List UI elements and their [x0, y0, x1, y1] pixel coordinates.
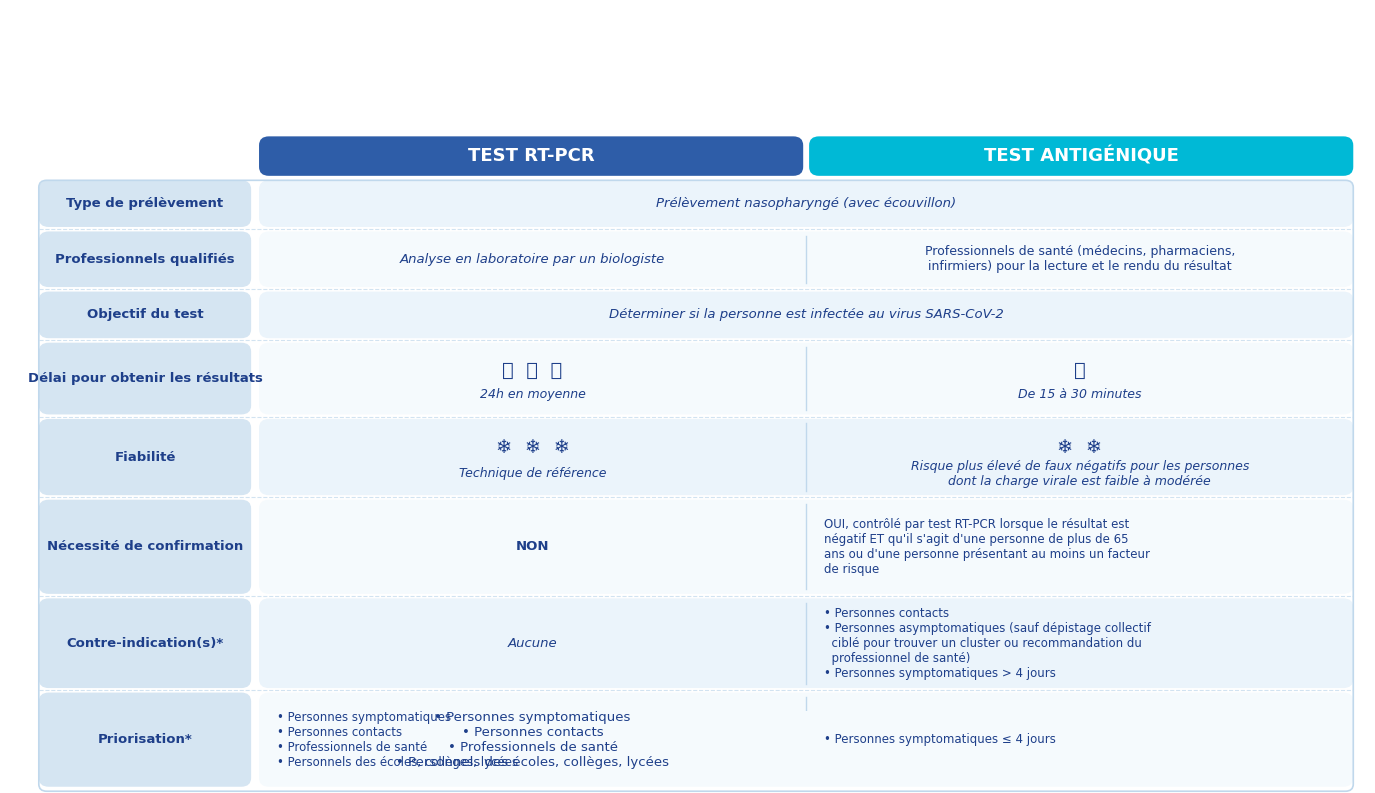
Text: • Personnes symptomatiques
• Personnes contacts
• Professionnels de santé
• Pers: • Personnes symptomatiques • Personnes c… — [396, 711, 670, 768]
Text: Aucune: Aucune — [507, 637, 557, 649]
FancyBboxPatch shape — [38, 500, 252, 594]
Text: Déterminer si la personne est infectée au virus SARS-CoV-2: Déterminer si la personne est infectée a… — [609, 308, 1004, 321]
Text: OUI, contrôlé par test RT-PCR lorsque le résultat est
négatif ET qu'il s'agit d': OUI, contrôlé par test RT-PCR lorsque le… — [824, 518, 1150, 576]
Text: ⏱  ⏱  ⏱: ⏱ ⏱ ⏱ — [502, 361, 562, 380]
Text: • Personnes symptomatiques ≤ 4 jours: • Personnes symptomatiques ≤ 4 jours — [824, 734, 1056, 746]
Text: ❄  ❄: ❄ ❄ — [1057, 439, 1103, 458]
Text: Prélèvement nasopharyngé (avec écouvillon): Prélèvement nasopharyngé (avec écouvillo… — [656, 197, 956, 210]
FancyBboxPatch shape — [258, 136, 803, 176]
FancyBboxPatch shape — [38, 419, 252, 495]
FancyBboxPatch shape — [258, 692, 1353, 787]
Text: ❄  ❄  ❄: ❄ ❄ ❄ — [495, 439, 569, 458]
Text: Objectif du test: Objectif du test — [87, 308, 204, 321]
FancyBboxPatch shape — [258, 500, 1353, 594]
Text: Risque plus élevé de faux négatifs pour les personnes
dont la charge virale est : Risque plus élevé de faux négatifs pour … — [910, 460, 1248, 488]
Text: Professionnels qualifiés: Professionnels qualifiés — [55, 253, 235, 266]
FancyBboxPatch shape — [808, 136, 1353, 176]
FancyBboxPatch shape — [38, 343, 252, 415]
Text: Contre-indication(s)*: Contre-indication(s)* — [66, 637, 224, 649]
FancyBboxPatch shape — [258, 419, 1353, 495]
Text: Technique de référence: Technique de référence — [459, 467, 606, 481]
FancyBboxPatch shape — [38, 292, 252, 338]
FancyBboxPatch shape — [258, 232, 1353, 287]
Text: Type de prélèvement: Type de prélèvement — [66, 197, 224, 210]
Text: Fiabilité: Fiabilité — [114, 450, 176, 464]
Text: • Personnes symptomatiques
• Personnes contacts
• Professionnels de santé
• Pers: • Personnes symptomatiques • Personnes c… — [276, 711, 518, 768]
FancyBboxPatch shape — [38, 599, 252, 688]
Text: TEST ANTIGÉNIQUE: TEST ANTIGÉNIQUE — [983, 147, 1178, 166]
FancyBboxPatch shape — [258, 599, 1353, 688]
FancyBboxPatch shape — [38, 232, 252, 287]
Text: Délai pour obtenir les résultats: Délai pour obtenir les résultats — [28, 372, 263, 385]
Text: • Personnes contacts
• Personnes asymptomatiques (sauf dépistage collectif
  cib: • Personnes contacts • Personnes asympto… — [824, 607, 1151, 680]
Text: De 15 à 30 minutes: De 15 à 30 minutes — [1018, 388, 1141, 400]
FancyBboxPatch shape — [38, 692, 252, 787]
FancyBboxPatch shape — [38, 180, 252, 227]
Text: 24h en moyenne: 24h en moyenne — [480, 388, 586, 400]
FancyBboxPatch shape — [258, 180, 1353, 227]
Text: Nécessité de confirmation: Nécessité de confirmation — [47, 540, 243, 554]
Text: TEST RT-PCR: TEST RT-PCR — [468, 147, 594, 165]
FancyBboxPatch shape — [258, 292, 1353, 338]
Text: NON: NON — [516, 540, 550, 554]
Text: ⏱: ⏱ — [1074, 361, 1086, 380]
Text: Analyse en laboratoire par un biologiste: Analyse en laboratoire par un biologiste — [400, 253, 666, 266]
FancyBboxPatch shape — [258, 343, 1353, 415]
Text: Priorisation*: Priorisation* — [98, 734, 192, 746]
Text: Professionnels de santé (médecins, pharmaciens,
infirmiers) pour la lecture et l: Professionnels de santé (médecins, pharm… — [924, 245, 1235, 274]
